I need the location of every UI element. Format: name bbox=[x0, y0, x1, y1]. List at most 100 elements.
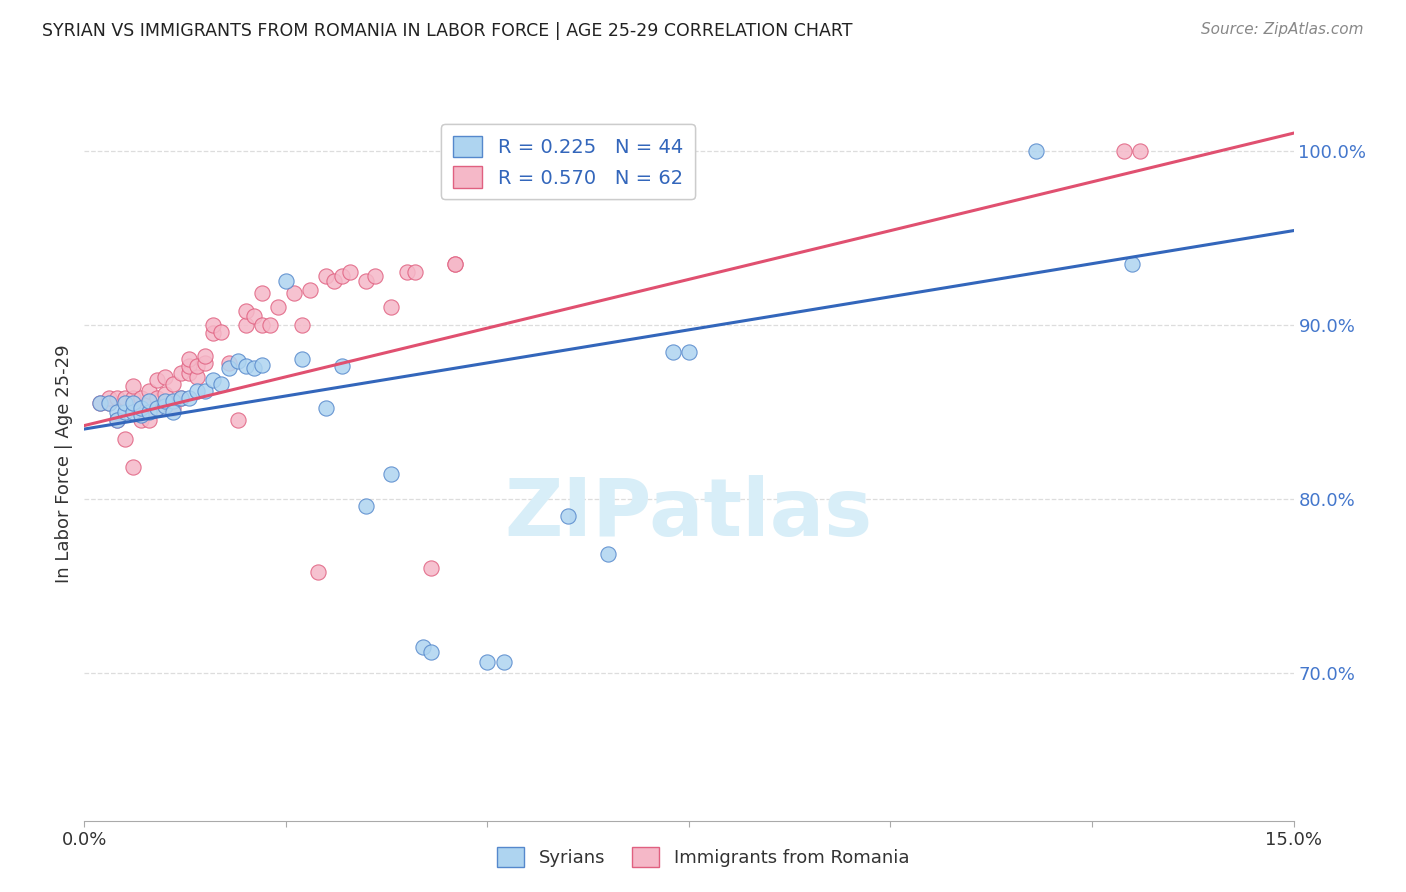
Point bbox=[179, 391, 201, 405]
Point bbox=[121, 460, 143, 475]
Y-axis label: In Labor Force | Age 25-29: In Labor Force | Age 25-29 bbox=[55, 344, 73, 583]
Text: ZIPatlas: ZIPatlas bbox=[505, 475, 873, 553]
Point bbox=[121, 378, 143, 392]
Legend: R = 0.225   N = 44, R = 0.570   N = 62: R = 0.225 N = 44, R = 0.570 N = 62 bbox=[441, 124, 695, 199]
Point bbox=[89, 396, 111, 410]
Legend: Syrians, Immigrants from Romania: Syrians, Immigrants from Romania bbox=[489, 839, 917, 874]
Point bbox=[235, 303, 257, 318]
Point bbox=[235, 318, 257, 332]
Point bbox=[89, 396, 111, 410]
Point bbox=[202, 373, 225, 387]
Point bbox=[129, 408, 152, 422]
Point bbox=[129, 391, 152, 405]
Point bbox=[114, 433, 136, 447]
Point bbox=[235, 359, 257, 374]
Point bbox=[209, 376, 232, 391]
Point bbox=[291, 352, 314, 367]
Point bbox=[121, 404, 143, 418]
Point bbox=[323, 274, 346, 288]
Point bbox=[477, 655, 499, 669]
Point bbox=[138, 396, 160, 410]
Point bbox=[339, 265, 361, 279]
Point bbox=[105, 404, 128, 418]
Point bbox=[186, 369, 208, 384]
Point bbox=[330, 359, 353, 374]
Point bbox=[395, 265, 418, 279]
Point bbox=[678, 345, 700, 359]
Point bbox=[1129, 144, 1152, 158]
Point bbox=[162, 401, 184, 416]
Point bbox=[291, 318, 314, 332]
Point bbox=[242, 309, 264, 323]
Point bbox=[259, 318, 281, 332]
Point bbox=[420, 561, 443, 575]
Point bbox=[557, 509, 579, 524]
Point bbox=[162, 394, 184, 409]
Point bbox=[146, 401, 169, 416]
Point bbox=[492, 655, 515, 669]
Point bbox=[404, 265, 426, 279]
Point bbox=[179, 359, 201, 374]
Text: SYRIAN VS IMMIGRANTS FROM ROMANIA IN LABOR FORCE | AGE 25-29 CORRELATION CHART: SYRIAN VS IMMIGRANTS FROM ROMANIA IN LAB… bbox=[42, 22, 852, 40]
Point bbox=[146, 401, 169, 416]
Point bbox=[274, 274, 297, 288]
Point bbox=[114, 404, 136, 418]
Point bbox=[170, 367, 193, 381]
Point bbox=[114, 396, 136, 410]
Point bbox=[121, 396, 143, 410]
Point bbox=[179, 352, 201, 367]
Point bbox=[179, 367, 201, 381]
Point bbox=[202, 318, 225, 332]
Point bbox=[186, 384, 208, 398]
Point bbox=[105, 391, 128, 405]
Point bbox=[315, 401, 337, 416]
Point bbox=[105, 413, 128, 427]
Point bbox=[209, 325, 232, 339]
Point bbox=[129, 401, 152, 416]
Point bbox=[202, 326, 225, 341]
Point bbox=[153, 394, 176, 409]
Point bbox=[267, 300, 290, 314]
Point bbox=[218, 356, 240, 370]
Point bbox=[1025, 144, 1047, 158]
Point bbox=[218, 361, 240, 376]
Point bbox=[97, 396, 120, 410]
Point bbox=[283, 286, 305, 301]
Point bbox=[170, 391, 193, 405]
Point bbox=[121, 391, 143, 405]
Point bbox=[420, 645, 443, 659]
Point bbox=[356, 274, 378, 288]
Point bbox=[194, 384, 217, 398]
Point bbox=[138, 384, 160, 398]
Point bbox=[242, 361, 264, 376]
Point bbox=[194, 356, 217, 370]
Point bbox=[162, 404, 184, 418]
Point bbox=[250, 358, 273, 372]
Point bbox=[138, 394, 160, 409]
Point bbox=[114, 391, 136, 405]
Point bbox=[170, 391, 193, 405]
Point bbox=[363, 268, 385, 283]
Point bbox=[315, 268, 337, 283]
Point bbox=[330, 268, 353, 283]
Point bbox=[146, 373, 169, 387]
Point bbox=[226, 354, 249, 368]
Point bbox=[129, 413, 152, 427]
Point bbox=[1121, 257, 1143, 271]
Point bbox=[153, 396, 176, 410]
Point bbox=[1114, 144, 1136, 158]
Point bbox=[153, 400, 176, 414]
Point bbox=[138, 404, 160, 418]
Point bbox=[97, 391, 120, 405]
Point bbox=[598, 547, 620, 561]
Point bbox=[97, 396, 120, 410]
Point bbox=[412, 640, 434, 654]
Point bbox=[662, 345, 685, 359]
Text: Source: ZipAtlas.com: Source: ZipAtlas.com bbox=[1201, 22, 1364, 37]
Point bbox=[153, 369, 176, 384]
Point bbox=[226, 413, 249, 427]
Point bbox=[146, 391, 169, 405]
Point bbox=[299, 283, 322, 297]
Point bbox=[138, 413, 160, 427]
Point bbox=[194, 349, 217, 363]
